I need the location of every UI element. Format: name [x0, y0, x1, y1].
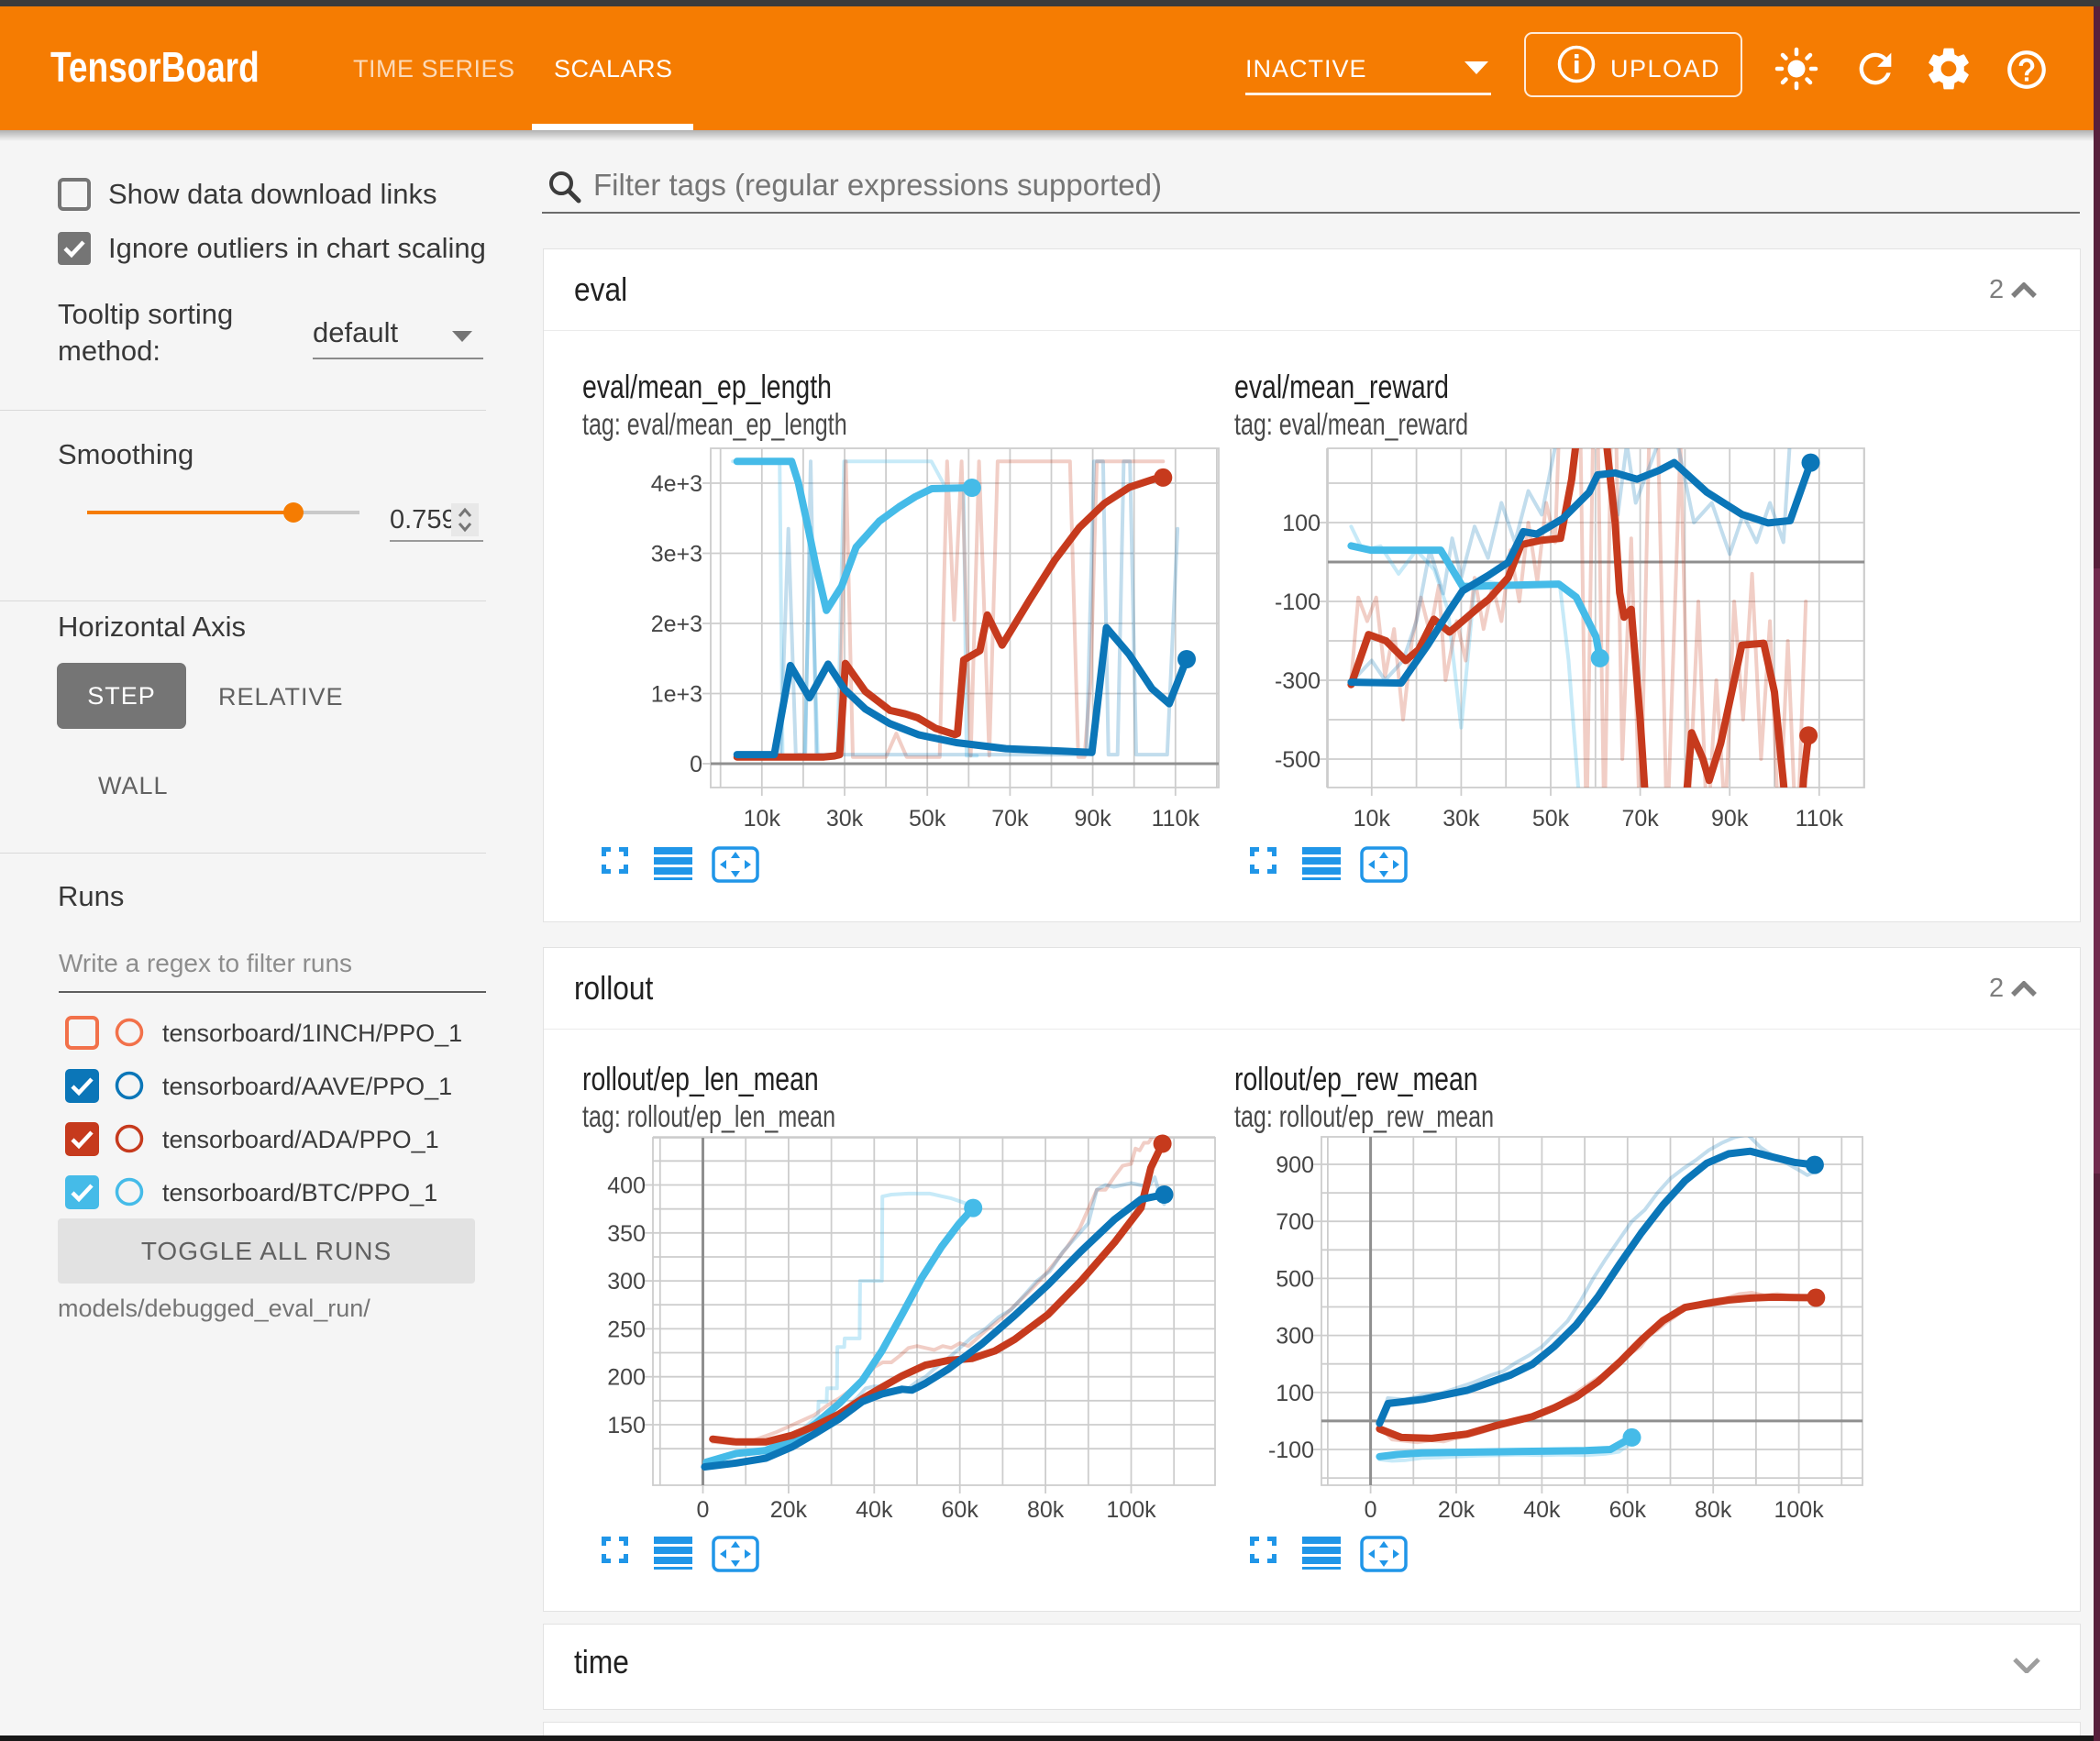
svg-text:-100: -100 [1275, 590, 1321, 615]
svg-text:20k: 20k [770, 1497, 808, 1523]
svg-text:150: 150 [607, 1413, 646, 1438]
svg-text:100: 100 [1276, 1381, 1314, 1406]
svg-text:80k: 80k [1695, 1497, 1732, 1523]
svg-text:40k: 40k [856, 1497, 893, 1523]
svg-text:400: 400 [607, 1174, 646, 1199]
svg-text:100k: 100k [1106, 1497, 1156, 1523]
svg-text:50k: 50k [1532, 806, 1570, 832]
svg-text:-300: -300 [1275, 668, 1321, 694]
svg-text:2e+3: 2e+3 [651, 612, 702, 637]
svg-text:0: 0 [690, 752, 702, 777]
svg-text:80k: 80k [1027, 1497, 1065, 1523]
svg-text:-100: -100 [1268, 1438, 1314, 1463]
svg-text:350: 350 [607, 1221, 646, 1247]
svg-text:4e+3: 4e+3 [651, 471, 702, 497]
svg-text:30k: 30k [1442, 806, 1480, 832]
svg-text:10k: 10k [744, 806, 781, 832]
svg-text:110k: 110k [1796, 806, 1844, 832]
svg-text:100: 100 [1282, 511, 1321, 536]
svg-text:-500: -500 [1275, 747, 1321, 773]
svg-text:3e+3: 3e+3 [651, 542, 702, 567]
svg-text:50k: 50k [909, 806, 946, 832]
svg-text:20k: 20k [1438, 1497, 1476, 1523]
svg-text:100k: 100k [1774, 1497, 1824, 1523]
svg-text:0: 0 [1365, 1497, 1377, 1523]
svg-text:90k: 90k [1711, 806, 1749, 832]
svg-text:700: 700 [1276, 1209, 1314, 1235]
svg-text:500: 500 [1276, 1266, 1314, 1292]
svg-text:250: 250 [607, 1317, 646, 1342]
svg-text:60k: 60k [1609, 1497, 1647, 1523]
svg-text:200: 200 [607, 1365, 646, 1391]
svg-text:30k: 30k [826, 806, 864, 832]
svg-text:40k: 40k [1523, 1497, 1561, 1523]
svg-text:70k: 70k [991, 806, 1029, 832]
svg-text:90k: 90k [1074, 806, 1111, 832]
svg-text:1e+3: 1e+3 [651, 682, 702, 708]
svg-text:60k: 60k [942, 1497, 979, 1523]
svg-text:70k: 70k [1621, 806, 1659, 832]
svg-text:10k: 10k [1354, 806, 1391, 832]
svg-text:0: 0 [697, 1497, 710, 1523]
svg-text:900: 900 [1276, 1152, 1314, 1178]
svg-text:300: 300 [607, 1269, 646, 1295]
svg-text:300: 300 [1276, 1324, 1314, 1350]
svg-text:110k: 110k [1152, 806, 1200, 832]
